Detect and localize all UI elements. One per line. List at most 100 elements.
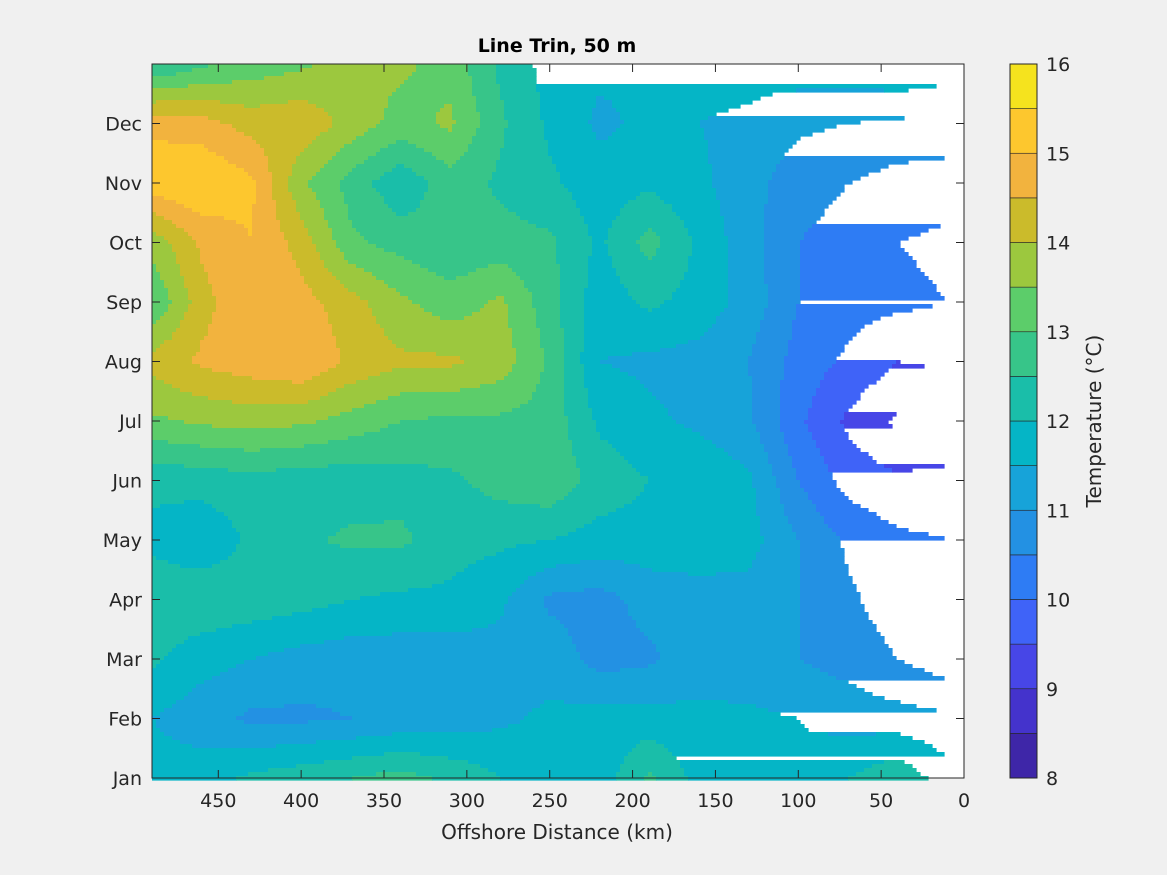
heatmap-cell	[580, 656, 661, 661]
heatmap-cell	[164, 708, 249, 713]
heatmap-cell	[356, 380, 497, 385]
heatmap-cell	[404, 348, 517, 353]
colorbar-swatch	[1009, 509, 1038, 556]
heatmap-cell	[544, 120, 589, 125]
heatmap-cell	[236, 164, 269, 169]
heatmap-cell	[204, 264, 297, 269]
heatmap-cell	[256, 200, 277, 205]
heatmap-cell	[332, 328, 385, 333]
heatmap-cell	[384, 172, 417, 177]
heatmap-cell	[592, 244, 609, 249]
heatmap-cell	[152, 500, 185, 505]
heatmap-cell	[660, 652, 801, 657]
heatmap-cell	[272, 196, 293, 201]
heatmap-cell	[340, 148, 381, 153]
heatmap-cell	[504, 604, 545, 609]
heatmap-cell	[788, 520, 825, 525]
heatmap-cell	[328, 224, 353, 229]
heatmap-cell	[824, 376, 881, 381]
heatmap-cell	[668, 748, 937, 753]
heatmap-cell	[564, 496, 637, 501]
heatmap-cell	[788, 340, 849, 345]
heatmap-cell	[492, 496, 565, 501]
heatmap-cell	[760, 524, 793, 529]
heatmap-cell	[592, 124, 621, 129]
heatmap-cell	[284, 704, 317, 709]
heatmap-cell	[152, 476, 465, 481]
heatmap-cell	[640, 236, 661, 241]
heatmap-cell	[468, 144, 505, 149]
heatmap-cell	[180, 264, 205, 269]
heatmap-cell	[336, 532, 413, 537]
heatmap-cell	[780, 392, 817, 397]
heatmap-cell	[152, 636, 189, 641]
heatmap-cell	[804, 488, 841, 493]
heatmap-cell	[432, 312, 473, 317]
colorbar-swatch	[1009, 197, 1038, 243]
heatmap-cell	[396, 88, 473, 93]
heatmap-cell	[824, 460, 877, 465]
heatmap-cell	[152, 544, 237, 549]
heatmap-cell	[808, 228, 929, 233]
heatmap-cell	[340, 712, 529, 717]
heatmap-cell	[756, 428, 781, 433]
heatmap-cell	[576, 456, 625, 461]
heatmap-cell	[652, 568, 749, 573]
heatmap-cell	[536, 320, 561, 325]
heatmap-cell	[592, 128, 617, 133]
heatmap-cell	[304, 220, 329, 225]
heatmap-cell	[168, 140, 257, 145]
chart-title: Line Trin, 50 m	[478, 35, 637, 57]
heatmap-cell	[800, 656, 897, 661]
heatmap-cell	[288, 184, 309, 189]
heatmap-cell	[196, 352, 341, 357]
heatmap-cell	[200, 212, 253, 217]
heatmap-cell	[712, 324, 761, 329]
heatmap-cell	[624, 504, 757, 509]
heatmap-cell	[180, 740, 317, 745]
heatmap-cell	[780, 160, 909, 165]
heatmap-cell	[436, 120, 457, 125]
heatmap-cell	[152, 700, 177, 705]
heatmap-cell	[448, 756, 625, 761]
heatmap-cell	[788, 516, 825, 521]
heatmap-cell	[788, 444, 817, 449]
heatmap-cell	[816, 388, 865, 393]
heatmap-cell	[344, 636, 573, 641]
heatmap-cell	[340, 248, 385, 253]
heatmap-cell	[788, 344, 845, 349]
heatmap-cell	[204, 144, 261, 149]
heatmap-cell	[656, 644, 801, 649]
heatmap-cell	[468, 148, 501, 153]
heatmap-cell	[328, 536, 413, 541]
heatmap-cell	[580, 472, 641, 477]
heatmap-cell	[684, 424, 757, 429]
heatmap-cell	[268, 168, 293, 173]
heatmap-cell	[780, 492, 809, 497]
heatmap-cell	[704, 436, 761, 441]
heatmap-cell	[768, 180, 853, 185]
heatmap-cell	[800, 644, 889, 649]
heatmap-cell	[420, 752, 629, 757]
heatmap-cell	[560, 288, 585, 293]
heatmap-cell	[208, 324, 333, 329]
heatmap-surface	[152, 64, 945, 781]
heatmap-cell	[596, 100, 613, 105]
heatmap-cell	[556, 164, 713, 169]
heatmap-cell	[280, 220, 305, 225]
heatmap-cell	[792, 328, 861, 333]
heatmap-cell	[780, 488, 805, 493]
heatmap-cell	[584, 348, 661, 353]
heatmap-cell	[608, 228, 649, 233]
heatmap-cell	[152, 356, 193, 361]
heatmap-cell	[376, 320, 509, 325]
heatmap-cell	[764, 240, 801, 245]
heatmap-cell	[564, 380, 585, 385]
heatmap-cell	[408, 140, 473, 145]
heatmap-cell	[340, 544, 405, 549]
heatmap-cell	[388, 104, 445, 109]
heatmap-cell	[728, 236, 765, 241]
heatmap-cell	[564, 404, 589, 409]
heatmap-cell	[496, 552, 757, 557]
heatmap-cell	[576, 204, 625, 209]
